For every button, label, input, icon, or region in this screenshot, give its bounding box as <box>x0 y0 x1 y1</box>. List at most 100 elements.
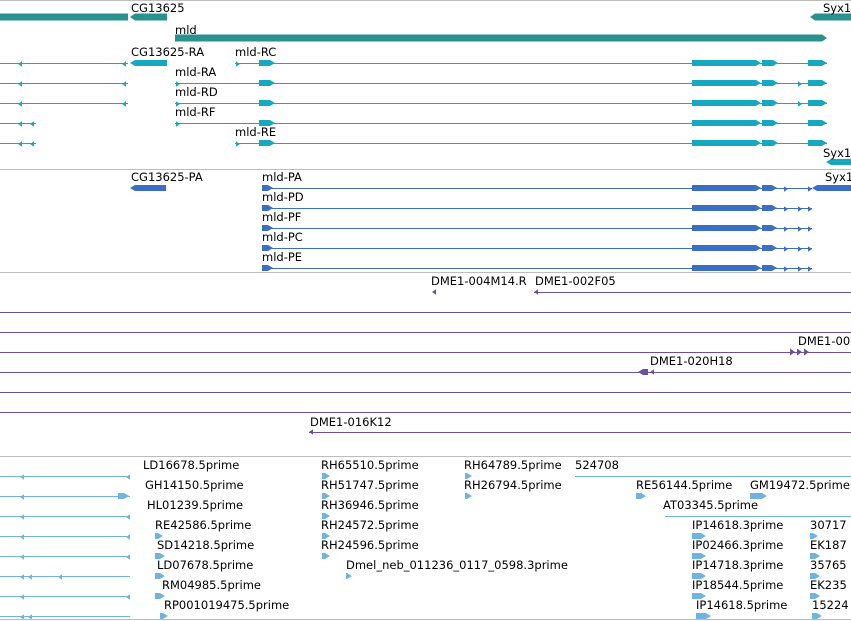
exon-block <box>346 573 352 579</box>
strand-arrow <box>808 266 812 272</box>
exon-block <box>692 80 761 86</box>
est-label[interactable]: LD16678.5prime <box>143 458 240 472</box>
cds-mld-1[interactable] <box>262 205 812 212</box>
bac-label[interactable]: DME1-004M14.R <box>431 274 527 288</box>
est-row-2[interactable] <box>0 493 767 500</box>
est-label[interactable]: 524708 <box>575 458 619 472</box>
cds-label[interactable]: mld-PF <box>262 210 302 224</box>
cds-label[interactable]: mld-PE <box>262 250 303 264</box>
est-row-4[interactable] <box>0 533 818 540</box>
cds-CG13625-PA[interactable] <box>130 185 166 191</box>
transcript-Syx1A[interactable] <box>826 159 851 165</box>
est-label[interactable]: RH36946.5prime <box>321 498 419 512</box>
est-label[interactable]: RE42586.5prime <box>155 518 252 532</box>
est-row-6[interactable] <box>0 573 820 580</box>
est-label[interactable]: 15224 <box>812 598 849 612</box>
gene-label[interactable]: mld <box>175 23 197 37</box>
est-label[interactable]: RH65510.5prime <box>321 458 419 472</box>
transcript-CG13625-left[interactable] <box>0 101 128 107</box>
transcript-mld-4[interactable] <box>235 140 827 147</box>
est-label[interactable]: IP18544.5prime <box>692 578 784 592</box>
cds-label[interactable]: mld-PD <box>262 190 304 204</box>
cds-mld-3[interactable] <box>262 245 812 252</box>
est-label[interactable]: RH64789.5prime <box>464 458 562 472</box>
est-row-8[interactable] <box>0 613 822 620</box>
cds-mld-0[interactable] <box>262 185 812 192</box>
cds-Syx1A[interactable] <box>812 185 851 191</box>
est-label[interactable]: 35765 <box>810 558 847 572</box>
gene-label[interactable]: Syx1 <box>823 1 851 15</box>
gene-Syx1A[interactable] <box>810 13 851 21</box>
exon-block <box>810 553 820 559</box>
cds-label[interactable]: mld-PC <box>262 230 303 244</box>
bac-label[interactable]: DME1-020H18 <box>650 354 733 368</box>
bac-label[interactable]: DME1-016K12 <box>310 415 392 429</box>
cds-mld-4[interactable] <box>262 265 812 272</box>
est-label[interactable]: RH24572.5prime <box>321 518 419 532</box>
est-label[interactable]: EK235 <box>810 578 847 592</box>
est-label[interactable]: RM04985.5prime <box>162 578 261 592</box>
est-row-1[interactable] <box>0 473 472 480</box>
strand-arrow <box>122 81 126 87</box>
exon-block <box>0 13 128 21</box>
est-row-7[interactable] <box>0 593 820 600</box>
exon-block <box>692 533 706 539</box>
strand-arrow <box>650 369 654 375</box>
transcript-label[interactable]: mld-RC <box>235 45 277 59</box>
transcript-label[interactable]: mld-RE <box>235 125 277 139</box>
transcript-label[interactable]: Syx1 <box>823 146 851 160</box>
est-label[interactable]: IP14718.3prime <box>692 558 784 572</box>
bac-DME1-004M14.R[interactable] <box>432 289 436 295</box>
transcript-CG13625-RA[interactable] <box>0 60 167 67</box>
est-label[interactable]: RP001019475.5prime <box>164 598 290 612</box>
est-label[interactable]: LD07678.5prime <box>157 558 254 572</box>
est-label[interactable]: RH26794.5prime <box>464 478 562 492</box>
cds-label[interactable]: Syx1 <box>825 170 851 184</box>
est-label[interactable]: IP14618.5prime <box>696 598 788 612</box>
gene-mld[interactable] <box>175 34 827 42</box>
est-label[interactable]: RH24596.5prime <box>321 538 419 552</box>
strand-arrow <box>126 514 130 520</box>
cds-label[interactable]: CG13625-PA <box>131 170 203 184</box>
exon-block <box>808 100 827 106</box>
est-label[interactable]: EK187 <box>810 538 847 552</box>
est-label[interactable]: RH51747.5prime <box>321 478 419 492</box>
transcript-label[interactable]: CG13625-RA <box>131 45 205 59</box>
transcript-mld-2[interactable] <box>175 100 827 107</box>
bac-DME1-020H18[interactable] <box>0 369 851 375</box>
est-label[interactable]: IP02466.3prime <box>692 538 784 552</box>
strand-arrow <box>18 141 22 147</box>
est-label[interactable]: GH14150.5prime <box>145 478 244 492</box>
transcript-left-fragment[interactable] <box>0 141 36 147</box>
transcript-mld-1[interactable] <box>175 80 827 87</box>
gene-CG13625[interactable] <box>0 13 167 21</box>
cds-mld-2[interactable] <box>262 225 812 232</box>
bac-DME1-002F05[interactable] <box>534 289 851 295</box>
est-label[interactable]: HL01239.5prime <box>147 498 244 512</box>
strand-arrow <box>20 514 24 520</box>
est-label[interactable]: SD14218.5prime <box>157 538 255 552</box>
est-label[interactable]: Dmel_neb_011236_0117_0598.3prime <box>346 558 568 572</box>
est-label[interactable]: GM19472.5prime <box>750 478 850 492</box>
est-row-5[interactable] <box>0 553 820 560</box>
est-row-3[interactable] <box>0 513 851 520</box>
est-label[interactable]: AT03345.5prime <box>663 498 759 512</box>
transcript-label[interactable]: mld-RD <box>175 85 218 99</box>
bac-DME1-016K12[interactable] <box>309 429 851 435</box>
est-label[interactable]: RE56144.5prime <box>636 478 733 492</box>
transcript-mld-3[interactable] <box>175 120 827 127</box>
exon-block <box>322 473 330 479</box>
bac-label[interactable]: DME1-00 <box>798 334 851 348</box>
bac-label[interactable]: DME1-002F05 <box>535 274 616 288</box>
transcript-label[interactable]: mld-RF <box>175 105 216 119</box>
transcript-left-fragment[interactable] <box>0 121 36 127</box>
transcript-mld-0[interactable] <box>235 60 827 67</box>
transcript-label[interactable]: mld-RA <box>175 65 217 79</box>
est-label[interactable]: 30717 <box>810 518 847 532</box>
est-label[interactable]: IP14618.3prime <box>692 518 784 532</box>
strand-arrow <box>804 348 809 356</box>
gene-label[interactable]: CG13625 <box>131 1 185 15</box>
transcript-CG13625-left[interactable] <box>0 81 128 87</box>
cds-label[interactable]: mld-PA <box>262 170 302 184</box>
bac-DME1-00[interactable] <box>0 348 851 356</box>
